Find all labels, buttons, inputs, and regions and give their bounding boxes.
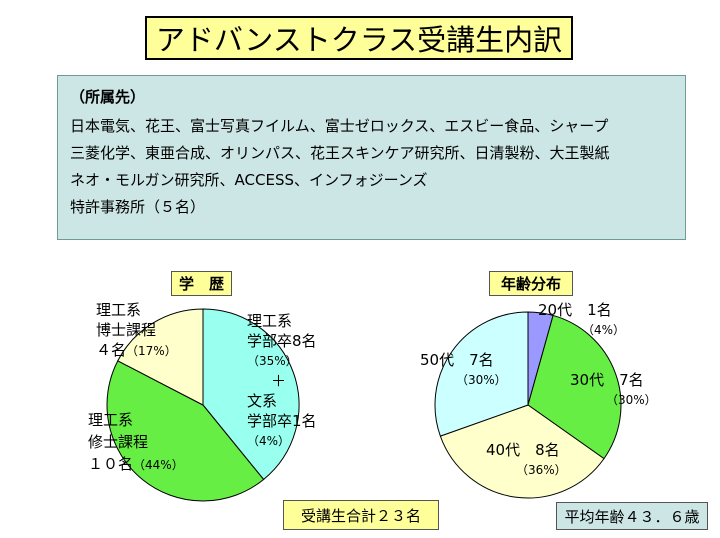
age-slice-label-30s: 30代 7名 （30%） bbox=[570, 370, 657, 410]
age-slice-label-50s: 50代 7名 （30%） bbox=[420, 350, 507, 390]
total-students-note: 受講生合計２３名 bbox=[283, 500, 439, 530]
age-slice-label-40s: 40代 8名 （36%） bbox=[486, 440, 567, 480]
age-slice-label-20s: 20代 1名 （4%） bbox=[538, 300, 625, 340]
edu-slice-label-undergrad: 理工系 学部卒8名 （35%） ＋ 文系 学部卒1名 （4%） bbox=[247, 311, 317, 451]
edu-slice-label-master: 理工系 修士課程 １０名（44%） bbox=[88, 409, 184, 476]
edu-slice-label-doctor: 理工系 博士課程 ４名（17%） bbox=[96, 300, 177, 361]
average-age-note: 平均年齢４３．６歳 bbox=[556, 502, 708, 530]
